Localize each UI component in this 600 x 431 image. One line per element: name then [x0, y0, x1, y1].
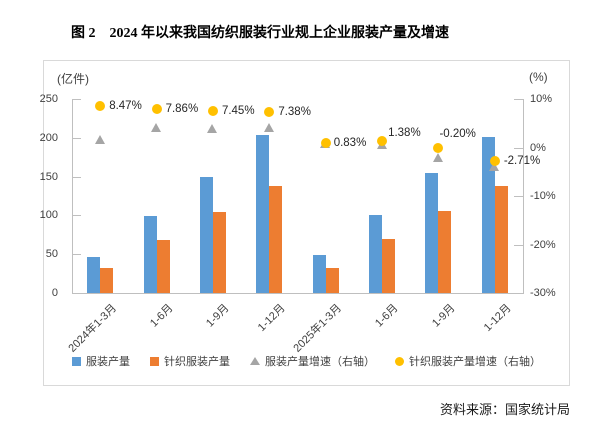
- right-axis-tick-label: 0%: [530, 141, 546, 154]
- circle-marker: [489, 155, 500, 166]
- x-axis-label: 2025年1-3月: [291, 302, 345, 355]
- right-axis-tick-label: 10%: [530, 93, 553, 105]
- legend-item: 针织服装产量增速（右轴）: [395, 353, 541, 369]
- triangle-marker: [94, 135, 105, 145]
- right-axis-tick-label: -30%: [530, 287, 556, 299]
- left-axis-tick: [72, 176, 81, 178]
- circle-marker: [433, 143, 444, 154]
- right-axis-tick: [514, 99, 523, 100]
- left-axis-line: [72, 99, 73, 293]
- x-axis-label: 1-6月: [147, 302, 176, 330]
- right-axis-tick: [514, 244, 523, 246]
- legend-label: 服装产量: [86, 356, 130, 368]
- left-axis-tick: [72, 137, 81, 139]
- circle-marker: [320, 138, 331, 149]
- left-axis-tick-label: 50: [45, 248, 58, 261]
- triangle-marker: [489, 162, 500, 172]
- growth-data-label: 1.38%: [388, 126, 421, 139]
- left-axis-tick: [72, 215, 81, 217]
- right-axis-tick: [514, 293, 523, 294]
- legend-label: 针织服装产量: [164, 356, 230, 368]
- left-axis-tick: [72, 99, 81, 100]
- triangle-marker: [432, 152, 443, 162]
- legend-item: 服装产量增速（右轴）: [250, 353, 375, 369]
- x-axis-label: 1-9月: [429, 302, 458, 330]
- right-axis-tick: [514, 147, 523, 149]
- growth-data-label: -2.71%: [503, 154, 541, 167]
- left-axis-tick-label: 200: [39, 131, 58, 144]
- bar-服装产量: [87, 256, 101, 293]
- legend-label: 服装产量增速（右轴）: [265, 356, 375, 368]
- x-axis-label: 1-6月: [373, 302, 401, 330]
- right-axis-line: [523, 99, 524, 293]
- x-axis-label: 1-9月: [204, 302, 232, 330]
- bar-针织服装产量: [325, 268, 339, 293]
- legend-item: 针织服装产量: [150, 353, 230, 369]
- bar-服装产量: [199, 176, 213, 293]
- growth-data-label: 7.38%: [278, 105, 311, 118]
- legend-item: 服装产量: [72, 353, 130, 369]
- circle-marker: [95, 101, 106, 112]
- circle-marker: [207, 106, 218, 117]
- x-axis-label: 1-12月: [481, 302, 514, 334]
- circle-legend-icon: [395, 356, 404, 366]
- left-axis-tick-label: 250: [39, 93, 58, 105]
- triangle-marker: [207, 124, 218, 134]
- square-legend-icon: [150, 356, 159, 366]
- bar-针织服装产量: [494, 185, 508, 293]
- right-axis-unit: (%): [529, 70, 548, 84]
- circle-marker: [151, 104, 162, 115]
- left-axis-tick-label: 100: [39, 209, 58, 222]
- growth-data-label: -0.20%: [439, 128, 476, 141]
- right-axis-tick: [514, 196, 523, 197]
- growth-data-label: 7.45%: [221, 105, 255, 118]
- chart-title: 图 2 2024 年以来我国纺织服装行业规上企业服装产量及增速: [71, 26, 449, 41]
- growth-data-label: 8.47%: [109, 100, 142, 113]
- bar-服装产量: [481, 137, 495, 293]
- x-axis-label: 1-12月: [256, 302, 288, 334]
- left-axis-tick-label: 150: [39, 170, 58, 183]
- bar-针织服装产量: [382, 239, 396, 293]
- bar-服装产量: [143, 216, 157, 293]
- bar-服装产量: [369, 215, 383, 293]
- bar-针织服装产量: [100, 268, 114, 293]
- left-axis-tick: [72, 254, 81, 256]
- source-note: 资料来源：国家统计局: [439, 402, 570, 417]
- bar-针织服装产量: [269, 185, 283, 293]
- x-axis-line: [72, 293, 524, 294]
- x-axis-label: 2024年1-3月: [66, 302, 119, 355]
- circle-marker: [377, 135, 388, 146]
- legend-label: 针织服装产量增速（右轴）: [409, 356, 541, 368]
- right-axis-tick-label: -20%: [530, 238, 556, 251]
- bar-针织服装产量: [156, 240, 170, 293]
- legend: 服装产量 针织服装产量 服装产量增速（右轴） 针织服装产量增速（右轴）: [43, 353, 570, 369]
- bar-服装产量: [312, 254, 326, 293]
- left-axis-tick: [72, 293, 81, 294]
- triangle-marker: [263, 123, 274, 133]
- left-axis-unit: (亿件): [57, 72, 89, 86]
- growth-data-label: 7.86%: [165, 103, 199, 116]
- square-legend-icon: [72, 356, 81, 366]
- circle-marker: [264, 106, 275, 117]
- growth-data-label: 0.83%: [333, 137, 367, 150]
- right-axis-tick-label: -10%: [530, 190, 556, 202]
- triangle-legend-icon: [250, 357, 260, 365]
- bar-服装产量: [256, 134, 270, 293]
- bar-服装产量: [425, 173, 439, 293]
- bar-针织服装产量: [438, 210, 452, 293]
- left-axis-tick-label: 0: [51, 287, 58, 299]
- bar-针织服装产量: [212, 212, 226, 293]
- triangle-marker: [151, 123, 162, 133]
